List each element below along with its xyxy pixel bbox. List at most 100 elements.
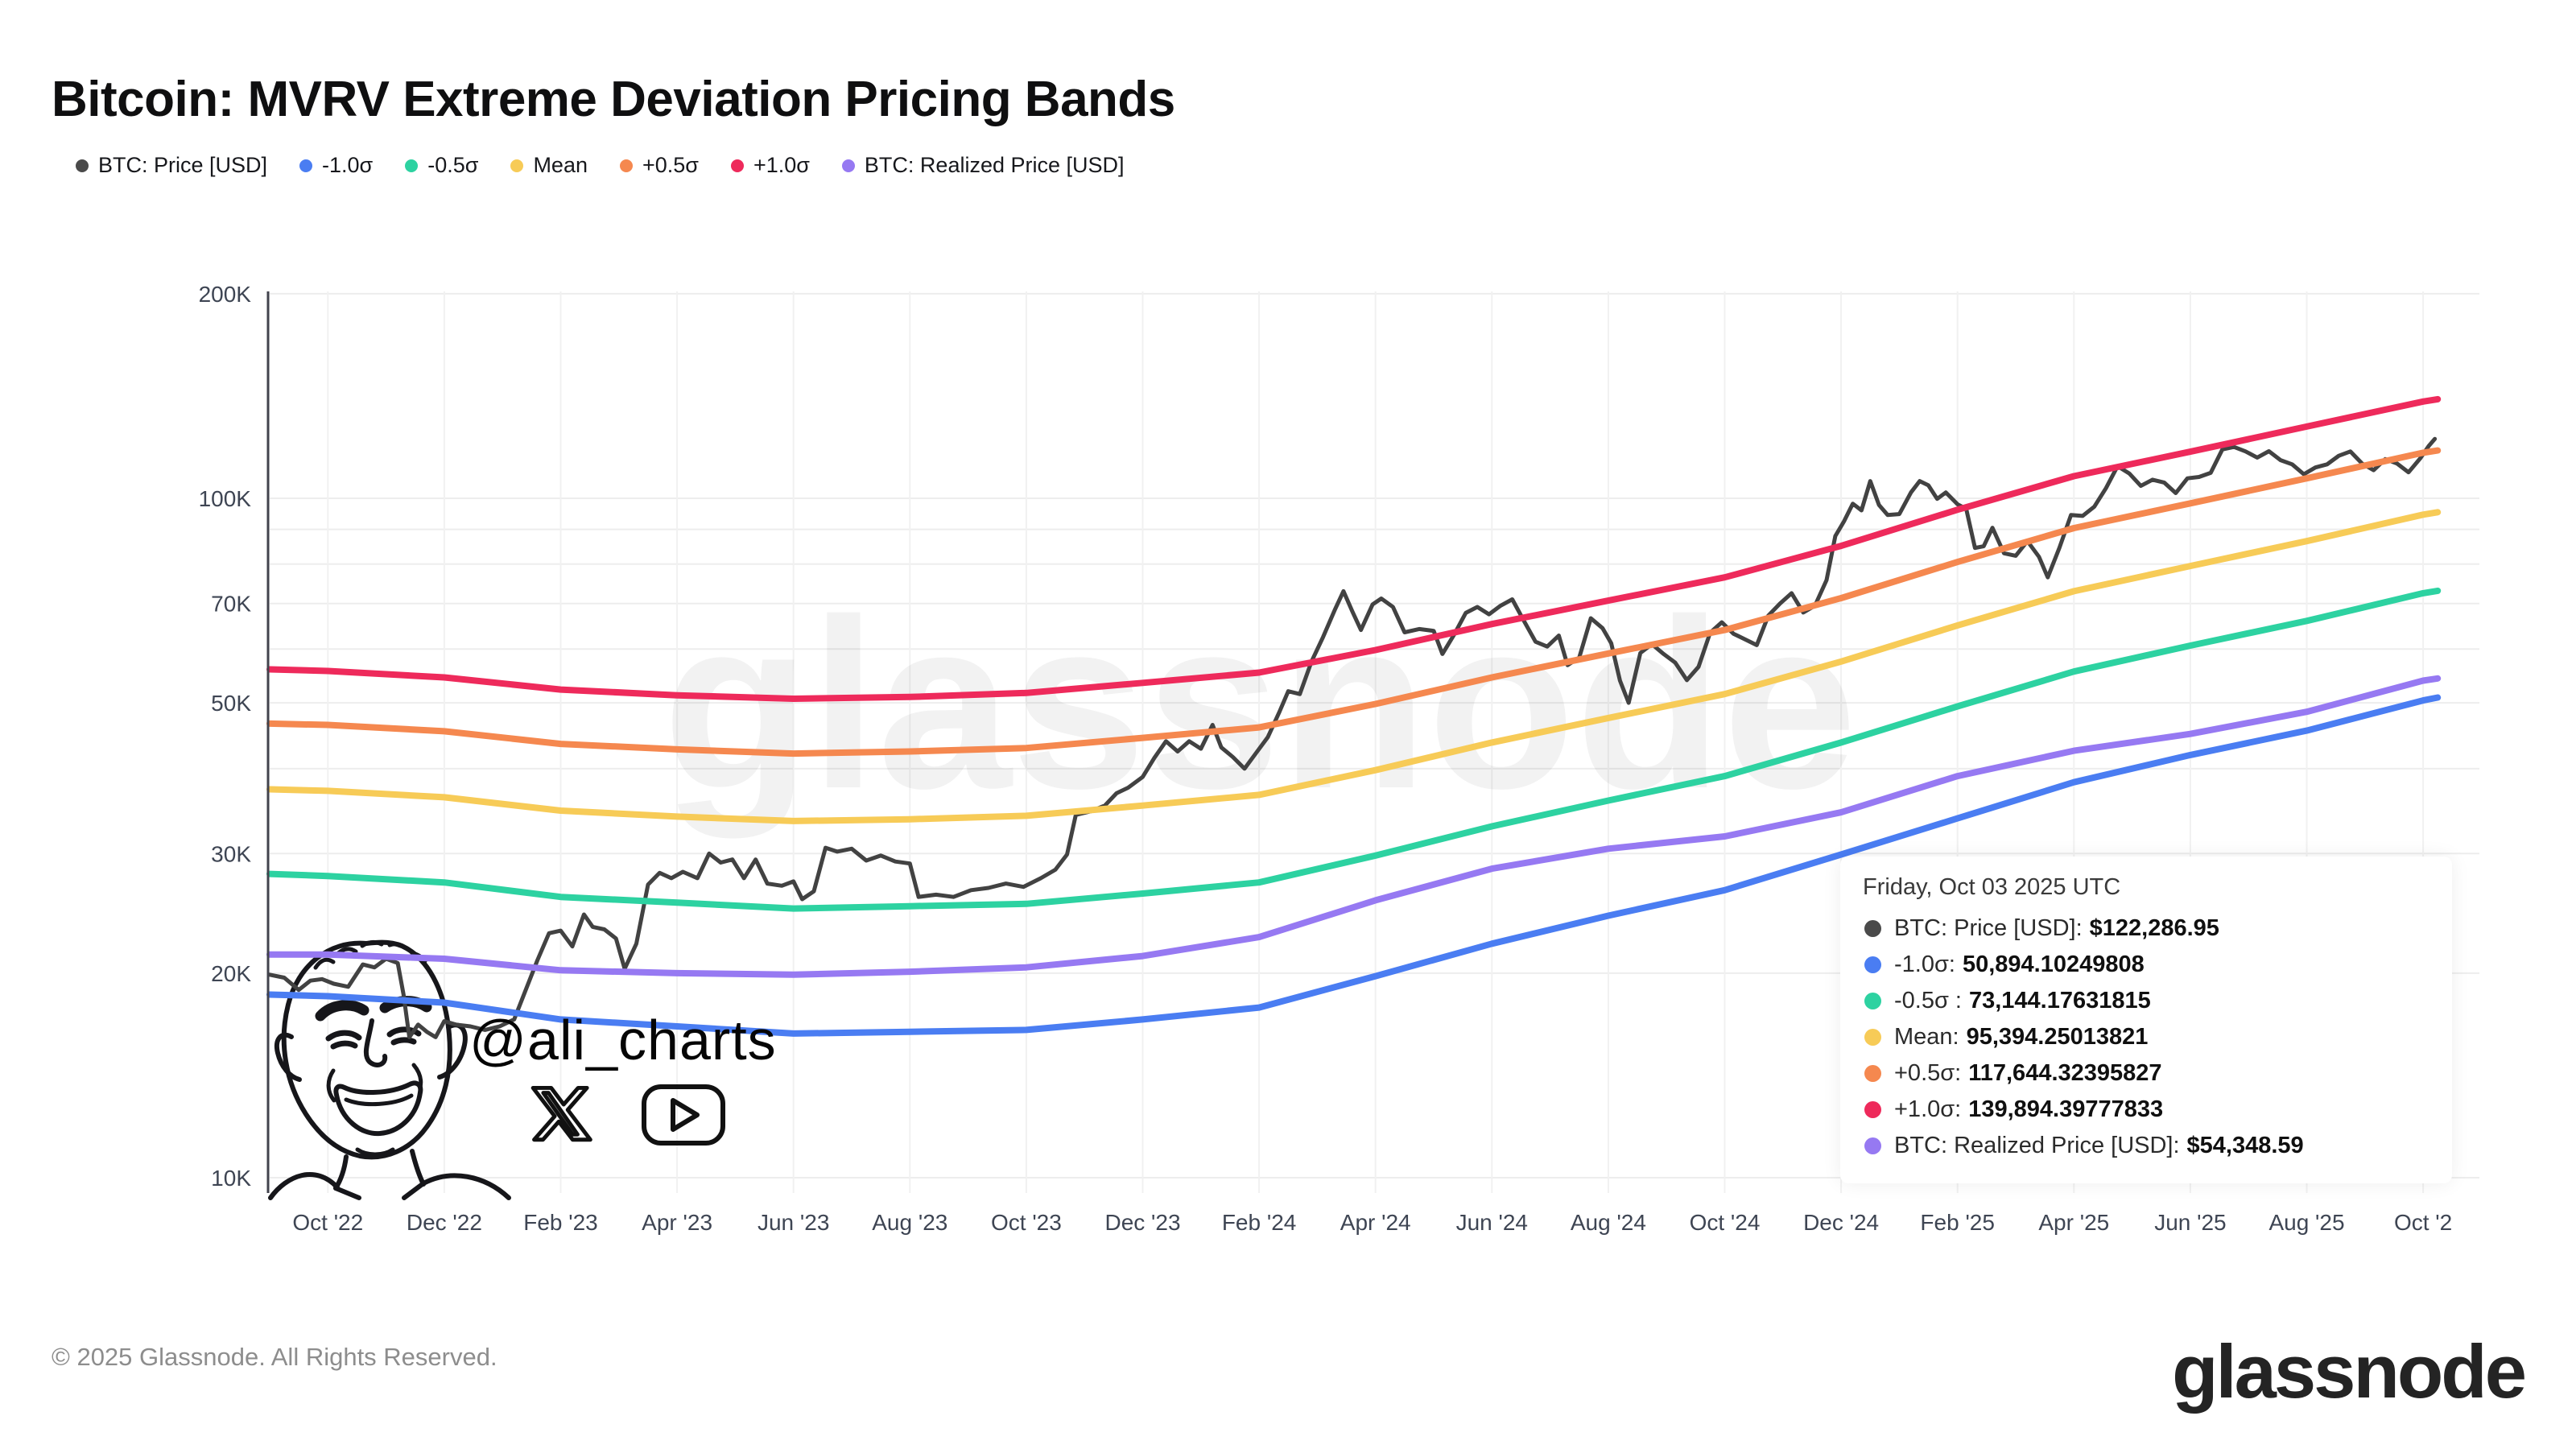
- tooltip-value: 117,644.32395827: [1968, 1060, 2162, 1086]
- legend-label: Mean: [533, 153, 588, 177]
- x-tick-oct-22: Oct '22: [292, 1210, 363, 1235]
- legend-dot-0-5: [619, 159, 633, 172]
- tooltip-dot: [1864, 993, 1881, 1009]
- tooltip-row-0-5: -0.5σ :73,144.17631815: [1860, 983, 2431, 1019]
- tooltip-label: Mean:: [1894, 1024, 1959, 1050]
- face-hair: [313, 939, 427, 970]
- legend-dot-btc-price-usd: [76, 159, 89, 172]
- copyright: © 2025 Glassnode. All Rights Reserved.: [52, 1343, 497, 1371]
- x-tick-jun-23: Jun '23: [758, 1210, 829, 1235]
- tooltip-label: BTC: Realized Price [USD]:: [1894, 1133, 2180, 1158]
- face-mouth: [333, 1080, 423, 1137]
- tooltip: Friday, Oct 03 2025 UTC BTC: Price [USD]…: [1840, 857, 2452, 1183]
- face-teeth-line: [344, 1093, 414, 1107]
- tooltip-value: $122,286.95: [2089, 915, 2219, 941]
- tooltip-dot: [1864, 1101, 1881, 1118]
- legend-item-0-5[interactable]: +0.5σ: [619, 153, 699, 178]
- x-tick-dec-24: Dec '24: [1803, 1210, 1879, 1235]
- x-tick-jun-24: Jun '24: [1456, 1210, 1528, 1235]
- tooltip-dot: [1864, 920, 1881, 937]
- glassnode-logo: glassnode: [2172, 1329, 2527, 1414]
- legend-dot-mean: [510, 159, 524, 172]
- y-tick-70K: 70K: [211, 592, 251, 617]
- series-btc-price-usd: [267, 436, 2438, 1039]
- tooltip-value: 73,144.17631815: [1968, 988, 2151, 1013]
- author-face-sketch: [268, 939, 511, 1200]
- legend-item-mean[interactable]: Mean: [510, 153, 588, 178]
- social-icons: [530, 1084, 725, 1146]
- x-tick-feb-24: Feb '24: [1222, 1210, 1297, 1235]
- tooltip-row-mean: Mean: 95,394.25013821: [1860, 1019, 2431, 1055]
- x-tick-oct-2: Oct '2: [2394, 1210, 2452, 1235]
- series-1-0: [266, 395, 2442, 702]
- face-ear-left: [275, 1032, 302, 1082]
- tooltip-dot: [1864, 956, 1881, 973]
- legend-item-btc-price-usd[interactable]: BTC: Price [USD]: [76, 153, 267, 178]
- tooltip-dot: [1864, 1137, 1881, 1154]
- legend-dot-btc-realized-price-usd: [841, 159, 855, 172]
- series-1-0: [266, 694, 2442, 1037]
- series-btc-realized-price-usd: [266, 675, 2442, 978]
- face-ear-right: [437, 1022, 468, 1080]
- x-tick-apr-24: Apr '24: [1340, 1210, 1411, 1235]
- legend-dot-0-5: [405, 159, 419, 172]
- chart-axes: 200K 100K 70K 50K 30K 20K 10K Oct '22 Dec '22 Feb…: [199, 282, 2453, 1235]
- tooltip-row-1-0: +1.0σ: 139,894.39777833: [1860, 1092, 2431, 1128]
- tooltip-label: +1.0σ:: [1894, 1096, 1962, 1122]
- legend-label: -1.0σ: [322, 153, 374, 177]
- tooltip-date: Friday, Oct 03 2025 UTC: [1863, 874, 2121, 900]
- x-tick-apr-23: Apr '23: [642, 1210, 712, 1235]
- tooltip-row-btc-price-usd: BTC: Price [USD]: $122,286.95: [1860, 910, 2431, 947]
- tooltip-value: 50,894.10249808: [1962, 952, 2145, 977]
- legend-label: BTC: Price [USD]: [98, 153, 268, 177]
- y-tick-10K: 10K: [211, 1166, 251, 1191]
- face-nose: [363, 1018, 388, 1067]
- y-tick-100K: 100K: [199, 486, 252, 511]
- chart-series: [266, 395, 2442, 1039]
- tooltip-rows: BTC: Price [USD]: $122,286.95 -1.0σ: 50,894…: [1860, 910, 2431, 1164]
- tooltip-value: 95,394.25013821: [1966, 1024, 2149, 1050]
- legend-dot-1-0: [730, 159, 744, 172]
- youtube-icon: [642, 1084, 725, 1146]
- y-tick-20K: 20K: [211, 961, 251, 986]
- x-tick-aug-24: Aug '24: [1571, 1210, 1646, 1235]
- legend-item-0-5[interactable]: -0.5σ: [405, 153, 478, 178]
- x-tick-aug-25: Aug '25: [2268, 1210, 2344, 1235]
- legend-item-1-0[interactable]: -1.0σ: [299, 153, 373, 178]
- x-logo-icon: [530, 1085, 592, 1142]
- tooltip-value: 139,894.39777833: [1968, 1096, 2164, 1122]
- tooltip-row-btc-realized-price-usd: BTC: Realized Price [USD]: $54,348.59: [1860, 1128, 2431, 1164]
- y-tick-200K: 200K: [199, 282, 252, 307]
- x-tick-oct-23: Oct '23: [991, 1210, 1062, 1235]
- tooltip-row-1-0: -1.0σ: 50,894.10249808: [1860, 947, 2431, 983]
- face-chin: [355, 1147, 395, 1157]
- x-tick-feb-25: Feb '25: [1920, 1210, 1995, 1235]
- tooltip-label: BTC: Price [USD]:: [1894, 915, 2083, 941]
- series-mean: [266, 509, 2442, 824]
- x-tick-dec-23: Dec '23: [1104, 1210, 1180, 1235]
- author-handle: @ali_charts: [469, 1009, 777, 1071]
- x-tick-oct-24: Oct '24: [1690, 1210, 1761, 1235]
- page-title: Bitcoin: MVRV Extreme Deviation Pricing …: [52, 71, 1175, 127]
- tooltip-dot: [1864, 1065, 1881, 1082]
- legend-label: -0.5σ: [427, 153, 479, 177]
- face-head: [281, 939, 452, 1160]
- tooltip-label: +0.5σ:: [1894, 1060, 1962, 1086]
- x-tick-feb-23: Feb '23: [523, 1210, 598, 1235]
- tooltip-label: -0.5σ :: [1894, 988, 1962, 1013]
- x-tick-apr-25: Apr '25: [2038, 1210, 2109, 1235]
- y-tick-30K: 30K: [211, 841, 251, 866]
- legend-dot-1-0: [299, 159, 313, 172]
- legend-item-btc-realized-price-usd[interactable]: BTC: Realized Price [USD]: [841, 153, 1125, 178]
- legend-label: BTC: Realized Price [USD]: [864, 153, 1125, 177]
- tooltip-label: -1.0σ:: [1894, 952, 1955, 977]
- x-tick-jun-25: Jun '25: [2154, 1210, 2226, 1235]
- y-tick-50K: 50K: [211, 691, 251, 716]
- legend-item-1-0[interactable]: +1.0σ: [730, 153, 810, 178]
- series-0-5: [266, 447, 2442, 758]
- legend-label: +1.0σ: [753, 153, 810, 177]
- series-0-5: [266, 587, 2442, 912]
- legend: BTC: Price [USD] -1.0σ -0.5σ Mean +0.5σ +1.0σ…: [76, 153, 1125, 178]
